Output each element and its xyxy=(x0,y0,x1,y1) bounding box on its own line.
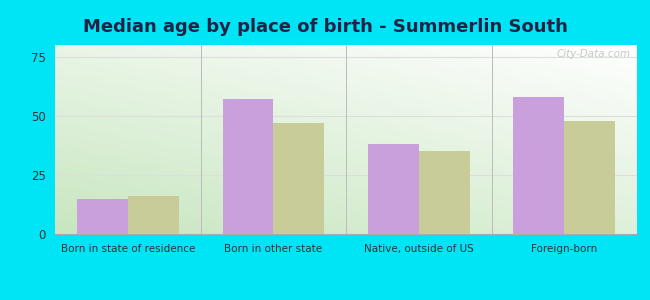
Bar xyxy=(419,151,470,234)
Bar xyxy=(77,199,128,234)
Bar xyxy=(128,196,179,234)
Bar xyxy=(222,99,274,234)
Text: Median age by place of birth - Summerlin South: Median age by place of birth - Summerlin… xyxy=(83,18,567,36)
Text: City-Data.com: City-Data.com xyxy=(557,49,631,59)
Bar xyxy=(514,97,564,234)
Bar xyxy=(274,123,324,234)
Bar xyxy=(368,144,419,234)
Bar xyxy=(564,121,615,234)
